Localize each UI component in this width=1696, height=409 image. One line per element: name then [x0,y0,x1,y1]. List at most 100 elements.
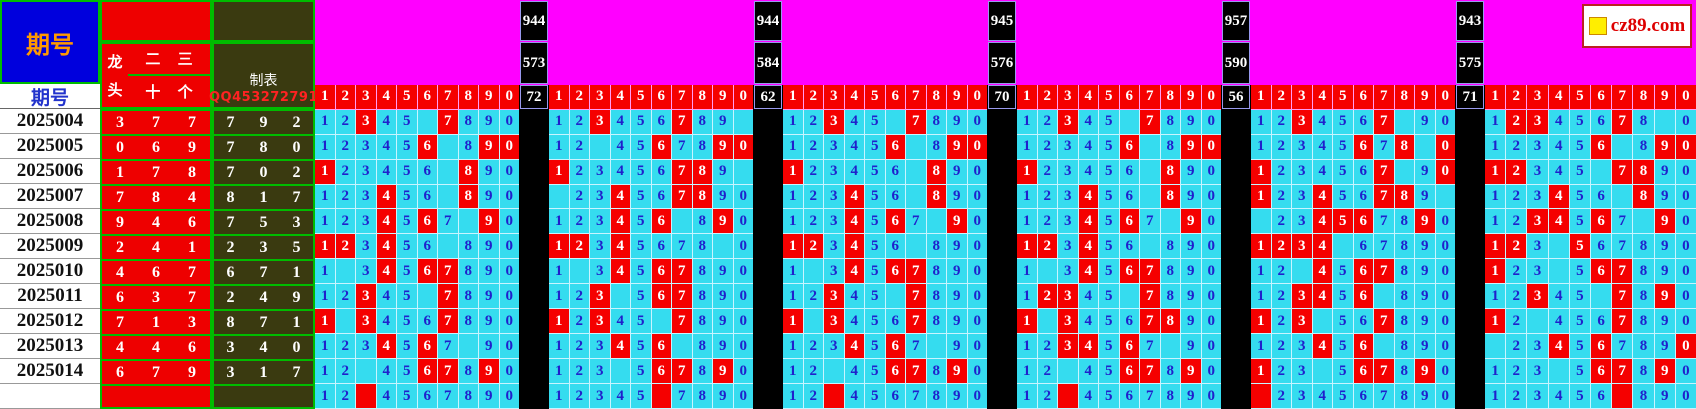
stat-column: 944 584 62 [753,0,783,409]
digit-header-cell: 4 [376,84,396,109]
digit-cell: 5 [1333,109,1353,134]
digit-cell: 8 [1160,109,1180,134]
site-logo[interactable]: cz89.com [1582,4,1692,48]
digit-cell: 0 [499,359,519,384]
hit-cell: 8 [692,159,712,184]
digit-cell: 2 [1271,309,1291,334]
dragon-head-label: 龙 头 [102,44,128,107]
digit-cell: 0 [1201,184,1221,209]
digit-cell: 2 [335,334,355,359]
digit-header-cell: 3 [356,84,376,109]
digit-cell: 5 [865,134,885,159]
digit-cell: 0 [733,259,753,284]
digit-cell: 5 [1333,159,1353,184]
digit-cell: 8 [1394,209,1414,234]
digit-cell: 9 [1654,309,1675,334]
digit-cell: 2 [803,134,823,159]
digit-cell: 8 [458,384,478,408]
hit-cell: 8 [1160,184,1180,209]
magenta-band [1017,0,1221,85]
hit-cell: 3 [356,309,376,334]
digit-cell: 5 [1333,359,1353,384]
digit-cell: 1 [1485,359,1506,384]
hit-cell: 9 [1654,134,1675,159]
digit-cell: 0 [967,209,987,234]
digit-cell: 0 [499,284,519,309]
table-maker-label: 制表 [249,73,278,89]
digit-cell: 6 [651,159,671,184]
blank-cell [417,284,437,309]
digit-cell: 8 [692,109,712,134]
hit-cell: 4 [376,334,396,359]
hit-cell: 8 [1633,159,1654,184]
red-digit: 8 [188,163,196,181]
digit-header-cell: 5 [865,84,885,109]
digit-cell: 0 [733,384,753,408]
hit-cell: 1 [1485,234,1506,259]
digit-cell: 5 [1333,184,1353,209]
digit-cell: 2 [803,284,823,309]
red-digit: 0 [116,138,124,156]
digit-cell: 2 [803,334,823,359]
digit-cell: 8 [926,309,946,334]
digit-cell: 4 [1078,284,1098,309]
hit-cell: 7 [1374,184,1394,209]
digit-cell: 2 [1037,184,1057,209]
hit-cell: 8 [458,184,478,209]
digit-cell: 8 [1394,234,1414,259]
digit-cell: 8 [926,134,946,159]
hit-cell: 3 [824,309,844,334]
olive-digits-row: 7 8 0 [212,134,315,159]
hit-cell: 7 [1374,159,1394,184]
hit-cell: 8 [1394,184,1414,209]
digit-cell: 5 [631,184,651,209]
blank-cell [1435,184,1455,209]
hit-cell: 7 [1140,359,1160,384]
hit-cell: 0 [499,134,519,159]
digit-cell: 0 [499,184,519,209]
hit-cell: 1 [1017,159,1037,184]
digit-cell: 8 [1160,359,1180,384]
digit-header-cell: 6 [1353,84,1373,109]
hit-cell: 9 [713,134,733,159]
digit-header-cell: 7 [672,84,692,109]
digit-cell: 5 [1099,334,1119,359]
hit-cell: 6 [1591,259,1612,284]
digit-cell: 5 [1569,159,1590,184]
red-digit: 4 [116,263,124,281]
hit-cell: 4 [610,259,630,284]
hit-cell: 3 [356,284,376,309]
digit-cell: 3 [1527,259,1548,284]
blank-cell [1251,209,1271,234]
digit-header-cell: 4 [844,84,864,109]
digit-cell: 2 [1271,109,1291,134]
digit-cell: 8 [926,359,946,384]
hit-cell: 2 [1271,234,1291,259]
red-group-bottom-labels: 十 个 [128,76,210,107]
digit-cell: 2 [1271,284,1291,309]
red-digits-row: 1 7 8 [100,159,212,184]
olive-digit: 3 [226,338,235,356]
digit-cell: 0 [499,234,519,259]
hit-cell: 6 [885,134,905,159]
digit-cell: 8 [458,234,478,259]
hit-cell: 3 [1292,109,1312,134]
blank-cell [906,234,926,259]
digit-cell: 5 [397,109,417,134]
